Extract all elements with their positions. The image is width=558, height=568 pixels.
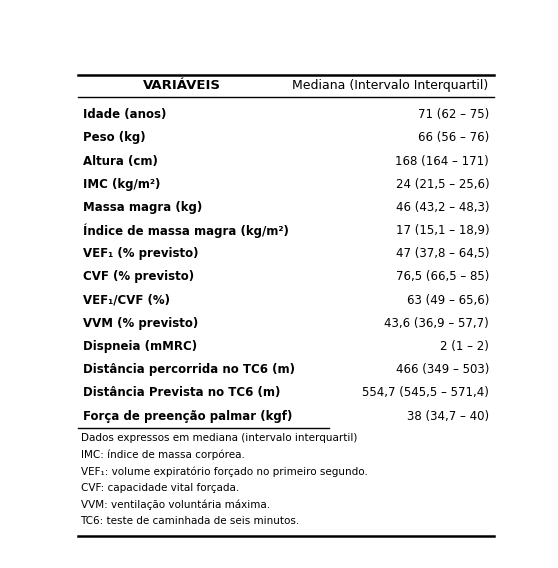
- Text: VEF₁: volume expiratório forçado no primeiro segundo.: VEF₁: volume expiratório forçado no prim…: [80, 466, 367, 477]
- Text: Massa magra (kg): Massa magra (kg): [83, 201, 202, 214]
- Text: Força de preenção palmar (kgf): Força de preenção palmar (kgf): [83, 410, 292, 423]
- Text: VARIÁVEIS: VARIÁVEIS: [143, 79, 221, 92]
- Text: 554,7 (545,5 – 571,4): 554,7 (545,5 – 571,4): [362, 386, 489, 399]
- Text: CVF: capacidade vital forçada.: CVF: capacidade vital forçada.: [80, 483, 239, 493]
- Text: 47 (37,8 – 64,5): 47 (37,8 – 64,5): [396, 247, 489, 260]
- Text: Peso (kg): Peso (kg): [83, 131, 145, 144]
- Text: VEF₁ (% previsto): VEF₁ (% previsto): [83, 247, 198, 260]
- Text: Altura (cm): Altura (cm): [83, 154, 157, 168]
- Text: IMC (kg/m²): IMC (kg/m²): [83, 178, 160, 191]
- Text: Distância percorrida no TC6 (m): Distância percorrida no TC6 (m): [83, 363, 295, 376]
- Text: 466 (349 – 503): 466 (349 – 503): [396, 363, 489, 376]
- Text: VVM (% previsto): VVM (% previsto): [83, 317, 198, 330]
- Text: 43,6 (36,9 – 57,7): 43,6 (36,9 – 57,7): [384, 317, 489, 330]
- Text: 71 (62 – 75): 71 (62 – 75): [418, 108, 489, 121]
- Text: Dados expressos em mediana (intervalo interquartil): Dados expressos em mediana (intervalo in…: [80, 433, 357, 443]
- Text: 38 (34,7 – 40): 38 (34,7 – 40): [407, 410, 489, 423]
- Text: CVF (% previsto): CVF (% previsto): [83, 270, 194, 283]
- Text: 24 (21,5 – 25,6): 24 (21,5 – 25,6): [396, 178, 489, 191]
- Text: VEF₁/CVF (%): VEF₁/CVF (%): [83, 294, 170, 307]
- Text: Dispneia (mMRC): Dispneia (mMRC): [83, 340, 197, 353]
- Text: VVM: ventilação voluntária máxima.: VVM: ventilação voluntária máxima.: [80, 499, 270, 510]
- Text: 168 (164 – 171): 168 (164 – 171): [396, 154, 489, 168]
- Text: Índice de massa magra (kg/m²): Índice de massa magra (kg/m²): [83, 223, 288, 238]
- Text: 46 (43,2 – 48,3): 46 (43,2 – 48,3): [396, 201, 489, 214]
- Text: Mediana (Intervalo Interquartil): Mediana (Intervalo Interquartil): [292, 79, 488, 92]
- Text: Distância Prevista no TC6 (m): Distância Prevista no TC6 (m): [83, 386, 280, 399]
- Text: 76,5 (66,5 – 85): 76,5 (66,5 – 85): [396, 270, 489, 283]
- Text: IMC: índice de massa corpórea.: IMC: índice de massa corpórea.: [80, 449, 244, 460]
- Text: 66 (56 – 76): 66 (56 – 76): [418, 131, 489, 144]
- Text: 63 (49 – 65,6): 63 (49 – 65,6): [407, 294, 489, 307]
- Text: TC6: teste de caminhada de seis minutos.: TC6: teste de caminhada de seis minutos.: [80, 516, 300, 527]
- Text: 17 (15,1 – 18,9): 17 (15,1 – 18,9): [396, 224, 489, 237]
- Text: Idade (anos): Idade (anos): [83, 108, 166, 121]
- Text: 2 (1 – 2): 2 (1 – 2): [440, 340, 489, 353]
